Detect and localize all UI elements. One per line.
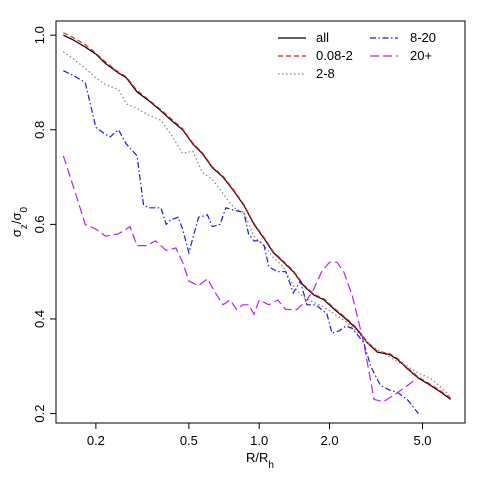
x-tick-label-0: 0.2: [87, 433, 105, 448]
legend-label-3: 8-20: [410, 30, 436, 45]
legend-label-0: all: [316, 30, 329, 45]
x-tick-label-4: 5.0: [413, 433, 431, 448]
legend-label-4: 20+: [410, 48, 432, 63]
x-tick-label-3: 2.0: [320, 433, 338, 448]
series-line-0: [63, 34, 452, 400]
series-line-1: [63, 32, 452, 399]
y-tick-label-1: 0.4: [32, 310, 47, 328]
y-axis-ticks: 0.2 0.4 0.6 0.8 1.0: [32, 26, 56, 423]
series-line-4: [62, 155, 415, 403]
y-axis-title: σz/σ0: [9, 206, 30, 237]
series-line-3: [63, 70, 419, 414]
x-axis-ticks: 0.2 0.5 1.0 2.0 5.0: [87, 423, 432, 448]
plot-area: [62, 32, 452, 414]
legend: all 0.08-2 2-8 8-20 20+: [278, 30, 436, 81]
legend-label-1: 0.08-2: [316, 48, 353, 63]
y-tick-label-2: 0.6: [32, 215, 47, 233]
legend-label-2: 2-8: [316, 66, 335, 81]
x-tick-label-1: 0.5: [180, 433, 198, 448]
x-tick-label-2: 1.0: [250, 433, 268, 448]
x-axis-title: R/Rh: [246, 450, 274, 471]
plot-frame: [55, 20, 466, 424]
y-tick-label-4: 1.0: [32, 26, 47, 44]
y-tick-label-0: 0.2: [32, 405, 47, 423]
y-tick-label-3: 0.8: [32, 121, 47, 139]
series-line-2: [62, 51, 452, 398]
